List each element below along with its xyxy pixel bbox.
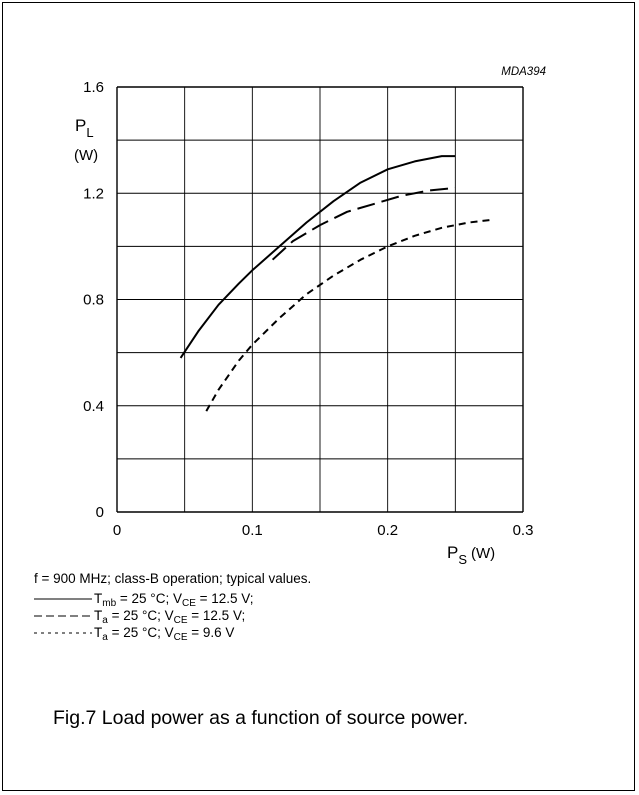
legend-item: Tmb = 25 °C; VCE = 12.5 V;: [34, 590, 311, 609]
x-tick-label: 0.2: [377, 522, 398, 539]
legend-line-swatch: [34, 632, 92, 633]
grid: [116, 86, 524, 513]
legend: Tmb = 25 °C; VCE = 12.5 V; Ta = 25 °C; VC…: [34, 590, 311, 643]
x-axis-label-sub: S: [458, 552, 467, 567]
x-tick-label: 0: [113, 522, 121, 539]
y-axis-label-main: P: [75, 116, 86, 135]
y-tick-label: 1.2: [83, 185, 104, 202]
x-axis-label: PS (W): [447, 543, 495, 567]
x-tick-label: 0.1: [242, 522, 263, 539]
legend-label: Tmb = 25 °C; VCE = 12.5 V;: [94, 590, 254, 609]
y-axis-label: PL (W): [74, 116, 98, 164]
figure-code: MDA394: [501, 66, 546, 78]
series-group: [179, 155, 493, 412]
legend-item: Ta = 25 °C; VCE = 9.6 V: [34, 624, 311, 643]
y-tick-label: 0.4: [83, 398, 104, 415]
y-tick-label: 1.6: [83, 79, 104, 96]
series-line-3: [205, 218, 493, 412]
tick-labels: 0 0.1 0.2 0.3 0 0.4 0.8 1.2 1.6: [83, 79, 533, 539]
x-axis-label-main: P: [447, 543, 458, 562]
conditions-text: f = 900 MHz; class-B operation; typical …: [34, 571, 312, 586]
figure-caption: Fig.7 Load power as a function of source…: [53, 707, 469, 729]
y-tick-label: 0.8: [83, 292, 104, 309]
legend-line-swatch: [34, 615, 92, 616]
x-axis-unit: (W): [471, 545, 495, 562]
svg-text:PL: PL: [75, 116, 94, 140]
notes-block: f = 900 MHz; class-B operation; typical …: [34, 570, 312, 643]
legend-label: Ta = 25 °C; VCE = 12.5 V;: [94, 607, 246, 626]
legend-label: Ta = 25 °C; VCE = 9.6 V: [94, 624, 235, 643]
x-tick-label: 0.3: [513, 522, 534, 539]
y-axis-unit: (W): [74, 147, 98, 164]
legend-line-swatch: [34, 598, 92, 599]
series-line-2: [271, 186, 456, 261]
y-tick-label: 0: [96, 504, 104, 521]
series-line-1: [179, 155, 456, 359]
svg-text:PS(W): PS (W): [447, 543, 495, 567]
legend-item: Ta = 25 °C; VCE = 12.5 V;: [34, 607, 311, 626]
y-axis-label-sub: L: [86, 125, 93, 140]
